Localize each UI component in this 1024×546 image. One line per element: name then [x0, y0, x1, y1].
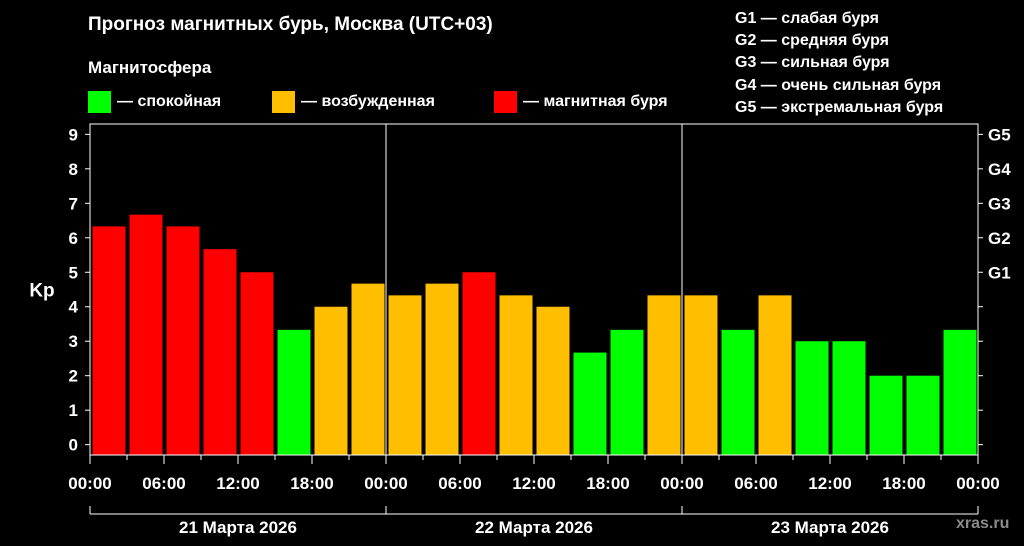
- x-tick-label: 18:00: [882, 474, 925, 493]
- legend-label-calm: — спокойная: [117, 93, 222, 110]
- y-tick-label: 9: [69, 125, 78, 144]
- kp-bar: [277, 329, 311, 455]
- x-tick-label: 18:00: [290, 474, 333, 493]
- kp-bar: [610, 329, 644, 455]
- x-tick-label: 06:00: [142, 474, 185, 493]
- kp-bar: [906, 375, 940, 455]
- chart-title: Прогноз магнитных бурь, Москва (UTC+03): [88, 14, 493, 35]
- kp-bar: [869, 375, 903, 455]
- storm-scale-legend: G1 — слабая буря G2 — средняя буря G3 — …: [735, 8, 943, 119]
- y-tick-label: 1: [69, 401, 78, 420]
- storm-scale-g2: G2 — средняя буря: [735, 32, 889, 50]
- x-tick-label: 06:00: [438, 474, 481, 493]
- legend-swatch-storm: [494, 91, 517, 113]
- g-scale-label: G2: [988, 229, 1011, 248]
- x-tick-label: 00:00: [660, 474, 703, 493]
- x-tick-label: 06:00: [734, 474, 777, 493]
- level-legend: — спокойная — возбужденная — магнитная б…: [88, 91, 728, 113]
- kp-bar: [240, 272, 274, 455]
- kp-bar: [425, 283, 459, 455]
- kp-bar: [721, 329, 755, 455]
- y-axis-label: Kp: [29, 281, 54, 302]
- y-tick-label: 7: [69, 194, 78, 213]
- kp-bar: [795, 341, 829, 455]
- kp-bar: [351, 283, 385, 455]
- x-tick-label: 12:00: [512, 474, 555, 493]
- y-tick-label: 5: [69, 263, 78, 282]
- kp-bar: [314, 306, 348, 455]
- g-scale-label: G4: [988, 160, 1011, 179]
- day-label: 21 Марта 2026: [179, 518, 297, 537]
- kp-bar: [166, 226, 200, 455]
- y-tick-label: 8: [69, 160, 78, 179]
- x-tick-label: 00:00: [364, 474, 407, 493]
- legend-swatch-excited: [272, 91, 295, 113]
- kp-bar: [462, 272, 496, 455]
- x-tick-label: 12:00: [216, 474, 259, 493]
- legend-item-excited: — возбужденная: [272, 91, 435, 113]
- legend-label-excited: — возбужденная: [301, 93, 435, 110]
- y-tick-label: 4: [69, 298, 79, 317]
- legend-item-storm: — магнитная буря: [494, 91, 668, 113]
- storm-scale-g1: G1 — слабая буря: [735, 10, 880, 27]
- kp-bar: [203, 249, 237, 455]
- kp-bar: [536, 306, 570, 455]
- legend-swatch-calm: [88, 91, 111, 113]
- g-scale-label: G3: [988, 194, 1011, 213]
- x-tick-label: 00:00: [68, 474, 111, 493]
- magnetosphere-subtitle: Магнитосфера: [88, 58, 212, 77]
- storm-scale-g5: G5 — экстремальная буря: [735, 98, 944, 116]
- kp-bar: [647, 295, 681, 455]
- kp-bar: [573, 352, 607, 455]
- kp-bar: [832, 341, 866, 455]
- watermark: xras.ru: [956, 515, 1010, 532]
- x-tick-label: 18:00: [586, 474, 629, 493]
- x-tick-label: 12:00: [808, 474, 851, 493]
- kp-bar: [388, 295, 422, 455]
- y-tick-label: 3: [69, 332, 78, 351]
- y-tick-label: 0: [69, 436, 78, 455]
- kp-bar: [92, 226, 126, 455]
- storm-scale-g3: G3 — сильная буря: [735, 54, 890, 72]
- kp-bar: [758, 295, 792, 455]
- y-tick-label: 2: [69, 367, 78, 386]
- day-label: 22 Марта 2026: [475, 518, 593, 537]
- storm-scale-g4: G4 — очень сильная буря: [735, 76, 942, 94]
- kp-bar: [499, 295, 533, 455]
- day-label: 23 Марта 2026: [771, 518, 889, 537]
- g-scale-label: G1: [988, 263, 1011, 282]
- kp-bar: [943, 329, 977, 455]
- kp-bar: [129, 214, 163, 455]
- x-tick-label: 00:00: [956, 474, 999, 493]
- y-tick-label: 6: [69, 229, 78, 248]
- g-scale-label: G5: [988, 125, 1011, 144]
- legend-item-calm: — спокойная: [88, 91, 221, 113]
- legend-label-storm: — магнитная буря: [523, 93, 668, 110]
- kp-bar: [684, 295, 718, 455]
